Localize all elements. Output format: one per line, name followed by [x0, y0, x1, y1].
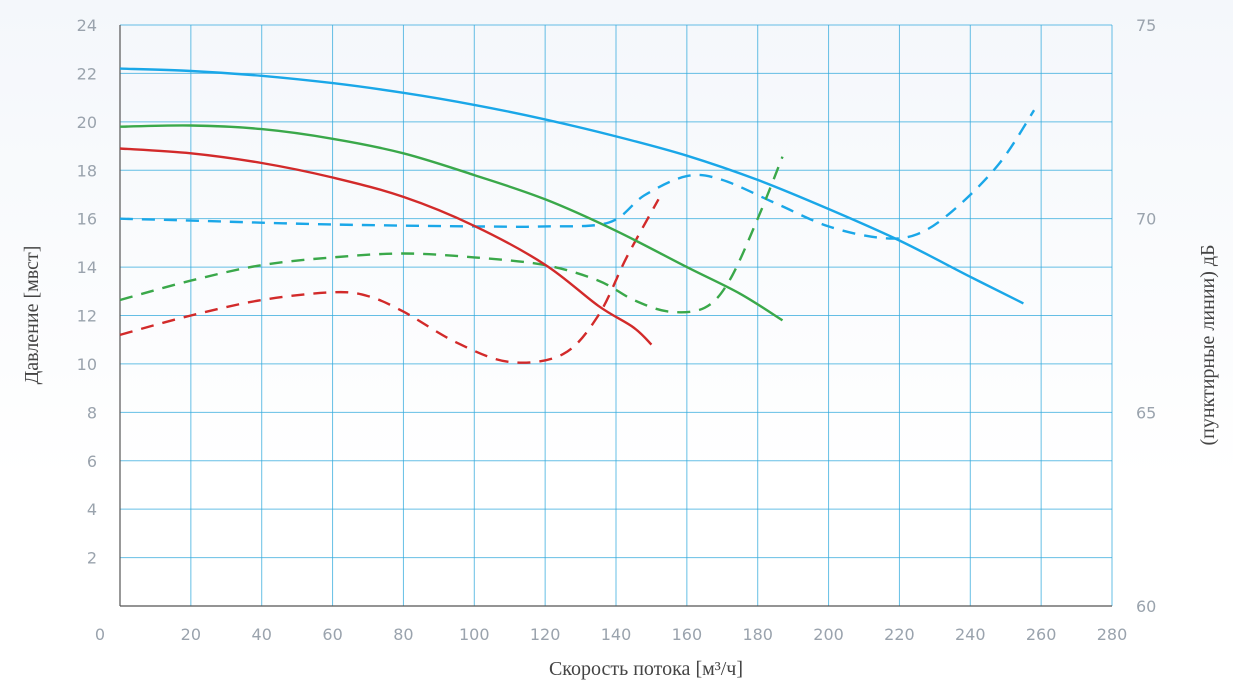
x-tick-label: 140	[601, 625, 632, 644]
y-left-tick-label: 12	[77, 307, 97, 326]
x-tick-label: 60	[322, 625, 342, 644]
x-tick-label: 160	[672, 625, 703, 644]
y-left-tick-label: 20	[77, 113, 97, 132]
noise-curve-green	[119, 156, 784, 314]
y-left-tick-label: 2	[87, 549, 97, 568]
pressure-curve-green	[119, 124, 784, 322]
x-tick-label: 80	[393, 625, 413, 644]
y-right-axis-title: (пунктирные линии) дБ	[1197, 244, 1219, 445]
y-left-tick-label: 14	[77, 258, 97, 277]
y-right-tick-label: 60	[1136, 597, 1156, 616]
pressure-curve-blue	[119, 67, 1024, 305]
noise-curve-blue	[119, 109, 1036, 240]
pressure-curve-red	[119, 147, 653, 346]
y-left-axis-title: Давление [мвст]	[21, 246, 43, 385]
x-tick-label: 260	[1026, 625, 1057, 644]
y-left-tick-label: 22	[77, 64, 97, 83]
x-tick-label: 100	[459, 625, 490, 644]
x-tick-label: 20	[181, 625, 201, 644]
x-tick-label: 280	[1097, 625, 1128, 644]
y-left-tick-label: 4	[87, 500, 97, 519]
x-tick-label: 200	[813, 625, 844, 644]
y-left-tick-label: 10	[77, 355, 97, 374]
x-tick-label: 0	[95, 625, 105, 644]
x-tick-label: 220	[884, 625, 915, 644]
y-right-tick-label: 65	[1136, 403, 1156, 422]
x-axis-title: Скорость потока [м³/ч]	[549, 658, 743, 680]
y-left-tick-label: 6	[87, 452, 97, 471]
series	[119, 67, 1036, 364]
x-tick-label: 40	[252, 625, 272, 644]
x-tick-label: 120	[530, 625, 561, 644]
y-left-tick-label: 8	[87, 403, 97, 422]
x-tick-label: 240	[955, 625, 986, 644]
x-tick-label: 180	[742, 625, 773, 644]
y-left-tick-label: 16	[77, 210, 97, 229]
grid	[120, 24, 1113, 606]
noise-curve-red	[119, 198, 660, 364]
y-left-tick-label: 18	[77, 161, 97, 180]
y-right-tick-label: 70	[1136, 210, 1156, 229]
y-left-tick-label: 24	[77, 16, 97, 35]
y-right-tick-label: 75	[1136, 16, 1156, 35]
tick-labels: 0 20 40 60 80 100 120 140 160 180 200 220 240 260 2802…	[77, 16, 1157, 644]
